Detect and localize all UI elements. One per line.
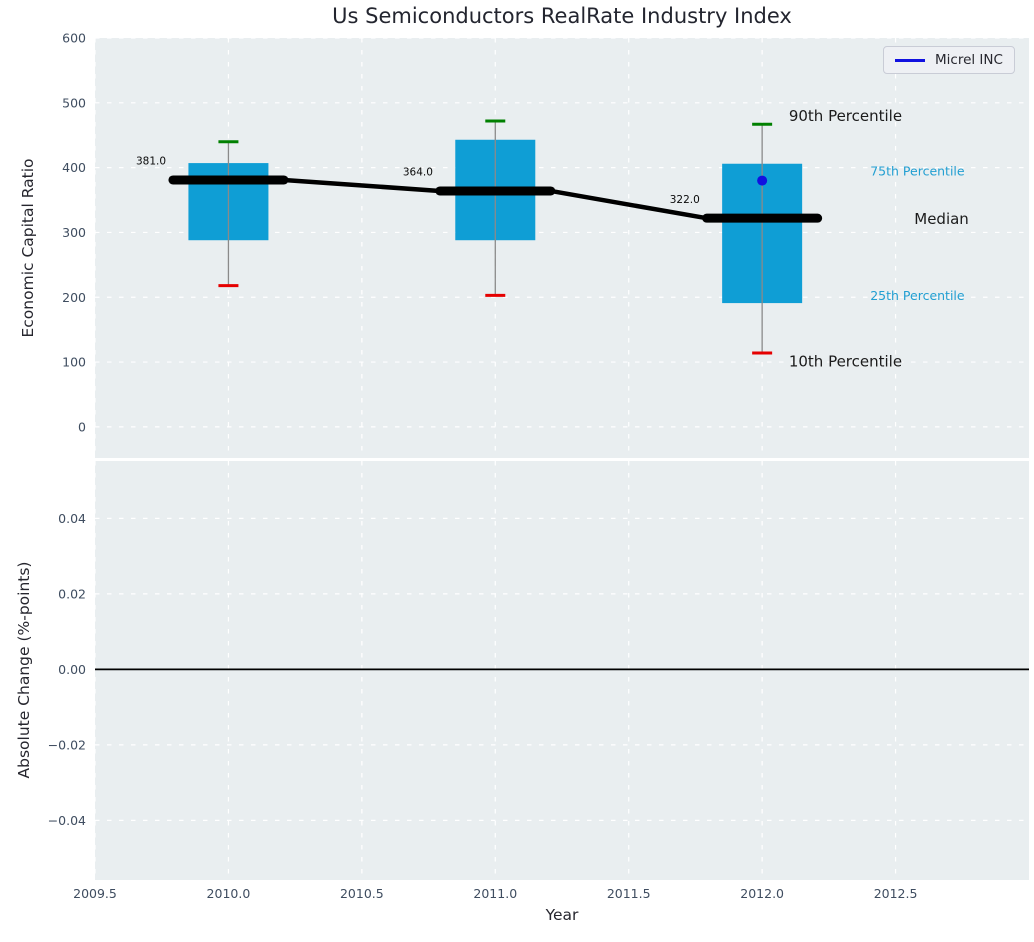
annotation-label: 10th Percentile [789,352,902,370]
y-tick-label: 100 [62,355,86,370]
y-tick-label: −0.04 [48,813,86,828]
y-tick-label: 400 [62,160,86,175]
legend-series-label: Micrel INC [935,52,1003,68]
median-value-label: 364.0 [403,167,433,179]
y-tick-label: 0.00 [58,662,86,677]
annotation-label: 90th Percentile [789,107,902,125]
median-value-label: 322.0 [670,194,700,206]
y-tick-label: 0 [78,419,86,434]
median-value-label: 381.0 [136,156,166,168]
x-tick-label: 2012.0 [740,886,784,901]
y-axis-label-top: Economic Capital Ratio [19,158,37,338]
y-tick-label: 200 [62,290,86,305]
y-tick-label: 300 [62,225,86,240]
annotation-label: Median [914,210,969,228]
x-tick-label: 2012.5 [874,886,918,901]
annotation-label: 75th Percentile [870,163,965,178]
y-tick-label: 500 [62,95,86,110]
micrel-point [757,175,768,186]
y-tick-label: 0.04 [58,511,86,526]
x-tick-label: 2009.5 [73,886,117,901]
x-tick-label: 2011.5 [607,886,651,901]
median-connector [281,177,443,194]
y-tick-label: 600 [62,31,86,46]
legend: Micrel INC [883,46,1015,74]
median-connector [548,188,709,221]
x-axis-label: Year [545,906,579,924]
legend-line-icon [895,58,925,62]
x-tick-label: 2010.5 [340,886,384,901]
x-tick-label: 2011.0 [473,886,517,901]
y-tick-label: −0.02 [48,737,86,752]
chart-title: Us Semiconductors RealRate Industry Inde… [332,4,792,28]
y-tick-label: 0.02 [58,586,86,601]
top-plot-area [95,38,1029,458]
y-axis-label-bottom: Absolute Change (%-points) [15,561,33,779]
annotation-label: 25th Percentile [870,288,965,303]
bottom-plot-area [95,461,1029,880]
x-tick-label: 2010.0 [207,886,251,901]
